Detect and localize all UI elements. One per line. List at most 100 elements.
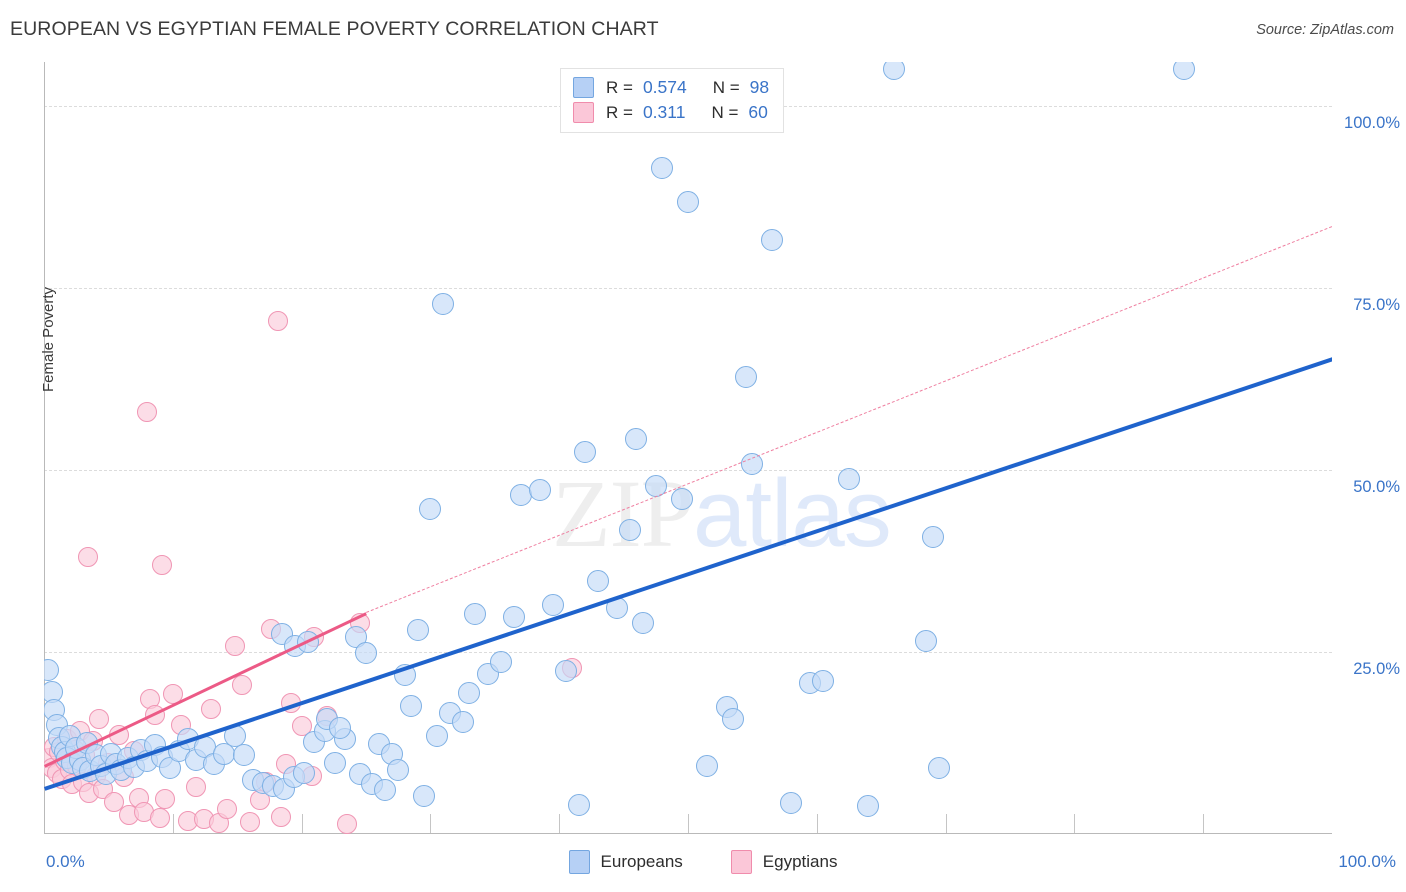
data-point-egyptians[interactable]	[291, 716, 312, 737]
gridline	[44, 469, 1332, 471]
r-label-egyptians: R =	[606, 102, 633, 122]
series-swatch-europeans-icon	[568, 850, 590, 874]
data-point-europeans[interactable]	[432, 292, 455, 315]
y-axis-tick-label: 75.0%	[1353, 295, 1400, 314]
series-legend-item-europeans[interactable]: Europeans	[568, 850, 683, 874]
data-point-europeans[interactable]	[503, 605, 526, 628]
page-title: EUROPEAN VS EGYPTIAN FEMALE POVERTY CORR…	[10, 18, 659, 40]
data-point-egyptians[interactable]	[240, 812, 261, 833]
data-point-egyptians[interactable]	[162, 684, 183, 705]
y-axis-line	[44, 62, 45, 834]
y-axis-tick-label: 100.0%	[1344, 113, 1400, 132]
data-point-egyptians[interactable]	[201, 698, 222, 719]
data-point-europeans[interactable]	[631, 611, 654, 634]
data-point-europeans[interactable]	[921, 525, 944, 548]
data-point-europeans[interactable]	[458, 681, 481, 704]
y-axis-tick-label: 50.0%	[1353, 477, 1400, 496]
y-axis-tick-label: 25.0%	[1353, 659, 1400, 678]
data-point-egyptians[interactable]	[149, 807, 170, 828]
r-value-europeans: 0.574	[642, 77, 687, 97]
data-point-europeans[interactable]	[812, 670, 835, 693]
data-point-europeans[interactable]	[528, 479, 551, 502]
x-axis-tick	[1074, 814, 1076, 834]
data-point-europeans[interactable]	[915, 630, 938, 652]
data-point-egyptians[interactable]	[216, 799, 237, 820]
data-point-europeans[interactable]	[567, 793, 590, 816]
data-point-europeans[interactable]	[293, 761, 316, 784]
legend-row-europeans: R = 0.574 N = 98	[573, 75, 769, 100]
data-point-egyptians[interactable]	[224, 636, 245, 657]
data-point-europeans[interactable]	[44, 659, 59, 682]
data-point-egyptians[interactable]	[155, 789, 176, 810]
data-point-europeans[interactable]	[619, 518, 642, 541]
data-point-europeans[interactable]	[419, 498, 442, 521]
data-point-europeans[interactable]	[406, 619, 429, 642]
data-point-egyptians[interactable]	[89, 708, 110, 729]
data-point-europeans[interactable]	[554, 659, 577, 682]
n-value-egyptians: 60	[748, 102, 768, 122]
data-point-europeans[interactable]	[355, 642, 377, 665]
data-point-europeans[interactable]	[625, 428, 648, 451]
data-point-egyptians[interactable]	[103, 791, 124, 812]
data-point-europeans[interactable]	[883, 62, 906, 81]
r-value-egyptians: 0.311	[642, 102, 686, 122]
data-point-egyptians[interactable]	[268, 311, 289, 332]
data-point-europeans[interactable]	[644, 474, 667, 497]
data-point-europeans[interactable]	[734, 365, 757, 388]
data-point-egyptians[interactable]	[232, 675, 253, 696]
n-label-europeans: N =	[712, 77, 740, 97]
data-point-egyptians[interactable]	[144, 704, 165, 725]
x-axis-min-label: 0.0%	[46, 852, 85, 871]
data-point-egyptians[interactable]	[336, 813, 357, 834]
data-point-egyptians[interactable]	[152, 554, 173, 575]
data-point-egyptians[interactable]	[77, 547, 98, 568]
legend-swatch-europeans-icon	[573, 77, 594, 98]
data-point-europeans[interactable]	[393, 664, 416, 687]
legend-row-egyptians: R = 0.311 N = 60	[573, 100, 769, 125]
gridline	[44, 651, 1332, 653]
data-point-europeans[interactable]	[451, 710, 474, 733]
x-axis-tick	[816, 814, 818, 834]
y-axis-title: Female Poverty	[40, 286, 57, 392]
series-legend: Europeans Egyptians	[0, 850, 1406, 874]
data-point-europeans[interactable]	[1172, 62, 1195, 81]
data-point-europeans[interactable]	[586, 569, 609, 592]
data-point-europeans[interactable]	[541, 593, 564, 616]
data-point-europeans[interactable]	[651, 156, 674, 179]
data-point-europeans[interactable]	[425, 725, 448, 748]
x-axis-tick	[301, 814, 303, 834]
data-point-europeans[interactable]	[464, 603, 487, 626]
data-point-europeans[interactable]	[780, 792, 803, 815]
series-label-egyptians: Egyptians	[762, 852, 838, 871]
data-point-europeans[interactable]	[741, 453, 764, 476]
data-point-europeans[interactable]	[670, 487, 693, 510]
data-point-egyptians[interactable]	[281, 692, 302, 713]
series-legend-item-egyptians[interactable]: Egyptians	[730, 850, 838, 874]
data-point-egyptians[interactable]	[185, 777, 206, 798]
data-point-europeans[interactable]	[606, 597, 629, 620]
trendline-europeans	[44, 356, 1332, 791]
data-point-europeans[interactable]	[696, 754, 719, 777]
data-point-egyptians[interactable]	[270, 806, 291, 827]
x-axis-tick	[559, 814, 561, 834]
data-point-europeans[interactable]	[400, 694, 423, 717]
data-point-europeans[interactable]	[722, 707, 745, 730]
data-point-europeans[interactable]	[760, 229, 783, 252]
trendline-egyptians-extrapolated	[366, 225, 1332, 613]
data-point-europeans[interactable]	[573, 440, 596, 463]
data-point-europeans[interactable]	[329, 716, 352, 739]
data-point-europeans[interactable]	[857, 795, 880, 818]
data-point-egyptians[interactable]	[108, 724, 129, 745]
data-point-europeans[interactable]	[324, 751, 347, 774]
correlation-legend: R = 0.574 N = 98 R = 0.311 N = 60	[560, 68, 785, 133]
data-point-europeans[interactable]	[387, 758, 410, 781]
data-point-europeans[interactable]	[412, 785, 435, 808]
data-point-europeans[interactable]	[297, 630, 320, 653]
data-point-europeans[interactable]	[838, 467, 860, 490]
data-point-europeans[interactable]	[232, 744, 255, 767]
data-point-europeans[interactable]	[677, 190, 699, 213]
data-point-egyptians[interactable]	[137, 401, 158, 422]
data-point-europeans[interactable]	[490, 651, 513, 674]
data-point-europeans[interactable]	[928, 757, 951, 780]
data-point-europeans[interactable]	[374, 779, 397, 802]
